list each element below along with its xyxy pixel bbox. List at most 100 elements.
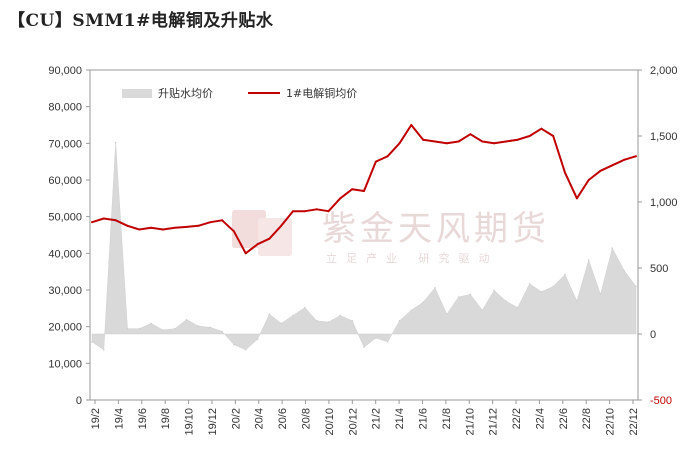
price-point — [504, 140, 507, 143]
premium-point — [516, 306, 519, 309]
x-tick-label: 19/4 — [113, 408, 125, 429]
premium-point — [528, 283, 531, 285]
premium-point — [244, 349, 247, 351]
premium-point — [434, 287, 436, 289]
premium-point — [446, 313, 448, 316]
premium-point — [197, 325, 200, 327]
premium-point — [327, 321, 330, 323]
x-tick-label: 20/6 — [277, 408, 289, 429]
price-point — [398, 142, 401, 145]
price-point — [528, 135, 531, 137]
x-tick-label: 19/2 — [90, 408, 102, 429]
price-point — [457, 140, 460, 143]
price-point — [303, 210, 306, 213]
price-point — [185, 225, 188, 228]
price-point — [209, 221, 212, 224]
price-point — [374, 160, 377, 163]
price-point — [575, 197, 578, 200]
x-tick-label: 20/4 — [254, 408, 266, 429]
premium-point — [564, 273, 566, 276]
y-right-tick-label: -500 — [650, 395, 672, 407]
price-point — [587, 179, 590, 181]
premium-point — [126, 327, 129, 330]
x-tick-label: 19/10 — [184, 408, 196, 436]
price-point — [434, 140, 436, 143]
x-tick-label: 21/6 — [417, 408, 429, 429]
price-point — [422, 138, 425, 141]
price-point — [481, 140, 484, 143]
premium-point — [114, 141, 117, 144]
x-tick-label: 21/2 — [371, 408, 383, 429]
x-tick-label: 20/8 — [301, 408, 313, 429]
x-tick-label: 21/8 — [441, 408, 453, 429]
price-point — [280, 224, 283, 227]
legend-label-price: 1#电解铜均价 — [286, 86, 357, 100]
y-left-tick-label: 30,000 — [48, 285, 82, 297]
premium-point — [268, 313, 271, 316]
x-tick-label: 21/4 — [394, 408, 406, 429]
plot-frame — [89, 69, 639, 401]
premium-point — [386, 341, 389, 343]
y-left-tick-label: 40,000 — [48, 248, 82, 260]
axis-layer: 0 10,000 20,000 30,000 40,000 50,000 60,000 70,… — [48, 65, 677, 436]
premium-point — [351, 320, 354, 322]
watermark-name: 紫金天风期货 — [322, 209, 550, 249]
price-point — [256, 243, 259, 246]
x-tick-label: 21/10 — [464, 408, 476, 436]
premium-point — [635, 285, 637, 288]
price-point — [292, 210, 294, 213]
x-tick-label: 19/12 — [207, 408, 219, 436]
price-point — [445, 142, 448, 145]
premium-point — [410, 309, 413, 312]
premium-point — [623, 269, 625, 272]
price-point — [91, 221, 93, 224]
price-point — [363, 190, 365, 192]
price-point — [162, 228, 164, 231]
x-tick-label: 21/12 — [488, 408, 500, 436]
y-right-tick-label: 500 — [650, 263, 668, 275]
price-point — [635, 155, 637, 158]
legend-swatch-premium — [122, 89, 152, 98]
premium-point — [576, 300, 578, 302]
premium-area-layer — [91, 141, 637, 351]
premium-point — [540, 291, 543, 293]
premium-point — [375, 337, 377, 339]
x-tick-label: 19/8 — [160, 408, 172, 429]
premium-point — [221, 330, 223, 333]
price-point — [102, 217, 105, 220]
price-point — [516, 138, 519, 141]
x-tick-label: 22/8 — [581, 408, 593, 429]
price-point — [327, 210, 330, 213]
premium-point — [469, 293, 472, 296]
price-point — [173, 226, 176, 229]
watermark-tagline: 立足产业 研究驱动 — [326, 251, 499, 265]
price-point — [221, 219, 224, 222]
premium-point — [363, 346, 365, 349]
x-tick-label: 22/2 — [511, 408, 523, 429]
price-point — [126, 224, 129, 227]
legend: 升贴水均价 1#电解铜均价 — [122, 86, 357, 100]
chart-title: 【CU】SMM1#电解铜及升贴水 — [8, 11, 274, 31]
premium-point — [315, 320, 318, 322]
premium-point — [209, 326, 212, 329]
premium-point — [233, 343, 235, 346]
price-point — [138, 228, 141, 231]
premium-point — [304, 306, 306, 309]
x-tick-label: 22/12 — [628, 408, 640, 436]
premium-point — [422, 301, 424, 304]
premium-point — [138, 327, 141, 330]
price-point — [232, 230, 235, 233]
premium-point — [398, 320, 401, 322]
price-point — [552, 135, 555, 137]
price-point — [493, 142, 496, 145]
price-point — [599, 169, 602, 172]
x-tick-label: 22/6 — [558, 408, 570, 429]
legend-label-premium: 升贴水均价 — [158, 86, 213, 100]
premium-point — [150, 322, 152, 325]
premium-point — [552, 285, 554, 288]
price-point — [611, 164, 614, 167]
premium-point — [505, 300, 507, 302]
price-point — [540, 127, 543, 130]
premium-area — [91, 142, 637, 351]
